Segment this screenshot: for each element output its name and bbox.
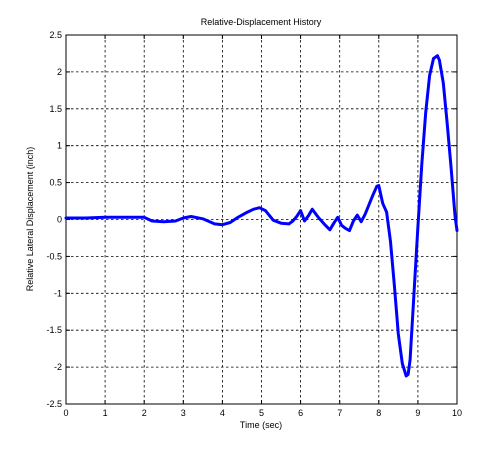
x-tick-label: 7	[337, 408, 342, 418]
y-tick-label: 0.5	[49, 178, 62, 188]
y-tick-label: -0.5	[46, 251, 62, 261]
y-tick-label: 2.5	[49, 30, 62, 40]
y-tick-label: -2	[54, 362, 62, 372]
x-tick-label: 10	[452, 408, 462, 418]
x-axis-label: Time (sec)	[240, 420, 282, 430]
x-tick-label: 2	[142, 408, 147, 418]
y-tick-label: 2	[57, 67, 62, 77]
x-tick-label: 5	[259, 408, 264, 418]
tick-layer: 0 1 2 3 4 5 6 7 8 9 10 -2.5 -2 -1.5 -1 -0.5 0 0.5 1 1.5 2 2.5	[46, 30, 462, 418]
series-layer	[64, 54, 459, 378]
x-tick-label: 9	[415, 408, 420, 418]
x-tick-label: 8	[376, 408, 381, 418]
y-tick-label: -2.5	[46, 399, 62, 409]
y-tick-label: 0	[57, 215, 62, 225]
y-tick-label: 1	[57, 141, 62, 151]
y-tick-label: 1.5	[49, 104, 62, 114]
y-tick-label: -1	[54, 288, 62, 298]
x-tick-label: 1	[103, 408, 108, 418]
x-tick-label: 3	[181, 408, 186, 418]
x-tick-label: 4	[220, 408, 225, 418]
y-axis-label: Relative Lateral Displacement (inch)	[25, 147, 35, 292]
x-tick-label: 6	[298, 408, 303, 418]
x-tick-label: 0	[63, 408, 68, 418]
chart-title: Relative-Displacement History	[201, 17, 322, 27]
y-tick-label: -1.5	[46, 325, 62, 335]
grid-layer	[66, 35, 457, 404]
displacement-series-line	[64, 54, 459, 378]
